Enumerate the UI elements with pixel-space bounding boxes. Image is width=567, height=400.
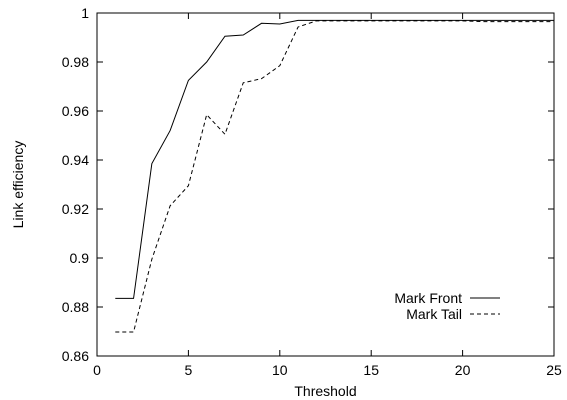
y-tick-label: 1 bbox=[81, 5, 89, 21]
y-tick-label: 0.96 bbox=[62, 103, 89, 119]
y-tick-label: 0.88 bbox=[62, 299, 89, 315]
y-tick-label: 0.94 bbox=[62, 152, 89, 168]
legend-label: Mark Tail bbox=[406, 306, 462, 322]
plot-frame bbox=[96, 12, 555, 357]
series-line-mark-tail bbox=[115, 20, 554, 333]
y-tick-label: 0.9 bbox=[70, 250, 90, 266]
series-line-mark-front bbox=[115, 19, 554, 299]
x-tick-label: 5 bbox=[185, 362, 193, 378]
y-axis-title: Link efficiency bbox=[10, 141, 26, 229]
x-tick-label: 25 bbox=[546, 362, 562, 378]
x-tick-label: 20 bbox=[455, 362, 471, 378]
x-axis-title: Threshold bbox=[294, 383, 356, 399]
x-tick-label: 0 bbox=[93, 362, 101, 378]
x-tick-label: 10 bbox=[272, 362, 288, 378]
y-tick-label: 0.92 bbox=[62, 201, 89, 217]
legend-label: Mark Front bbox=[394, 290, 462, 306]
y-tick-label: 0.98 bbox=[62, 54, 89, 70]
y-tick-label: 0.86 bbox=[62, 348, 89, 364]
x-tick-label: 15 bbox=[363, 362, 379, 378]
